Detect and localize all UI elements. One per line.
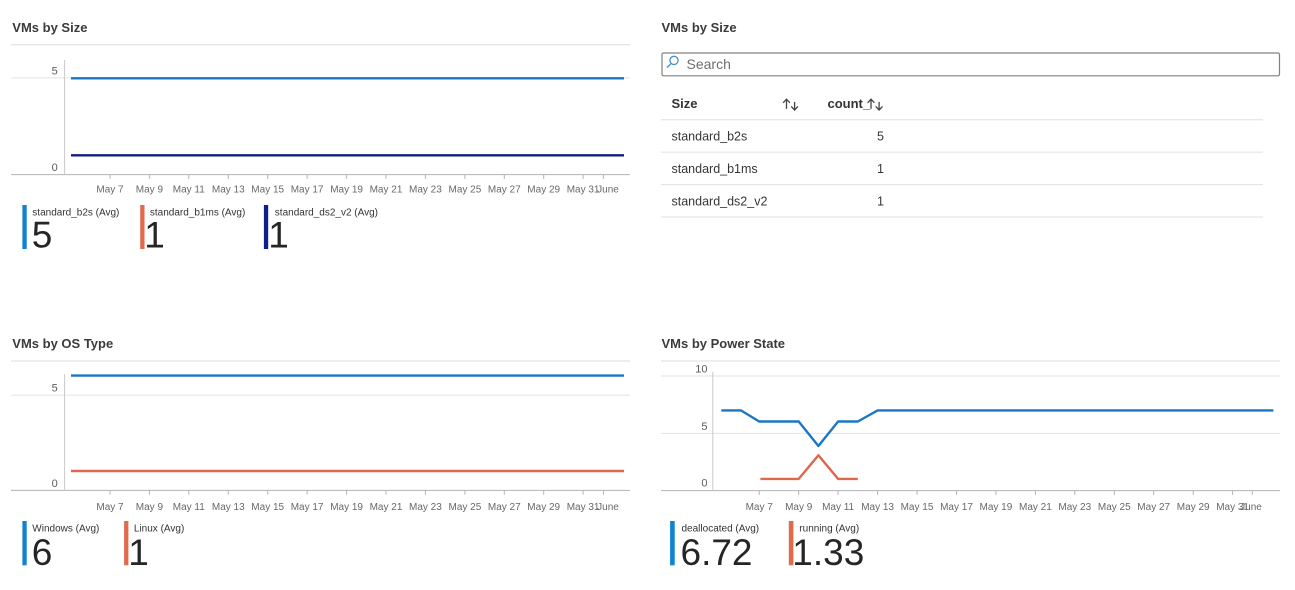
- svg-text:May 29: May 29: [527, 184, 560, 195]
- svg-text:1: 1: [128, 532, 149, 573]
- svg-text:0: 0: [52, 478, 58, 490]
- svg-text:5: 5: [52, 66, 58, 78]
- svg-text:May 31: May 31: [567, 502, 600, 513]
- svg-text:May 31: May 31: [1216, 502, 1249, 513]
- svg-text:May 11: May 11: [822, 502, 854, 513]
- svg-text:5: 5: [877, 129, 884, 143]
- svg-text:May 17: May 17: [291, 184, 324, 195]
- svg-text:May 21: May 21: [370, 502, 403, 513]
- svg-text:1: 1: [877, 162, 884, 176]
- svg-text:May 19: May 19: [330, 184, 363, 195]
- svg-text:May 25: May 25: [1098, 502, 1131, 513]
- svg-text:May 9: May 9: [785, 502, 813, 513]
- svg-text:standard_ds2_v2: standard_ds2_v2: [672, 194, 768, 208]
- svg-text:May 7: May 7: [746, 502, 774, 513]
- svg-text:May 15: May 15: [251, 502, 284, 513]
- svg-text:count_: count_: [828, 96, 871, 111]
- svg-text:May 25: May 25: [449, 184, 482, 195]
- svg-text:Search: Search: [687, 56, 731, 72]
- svg-text:June: June: [1240, 502, 1262, 513]
- svg-text:running (Avg): running (Avg): [799, 523, 859, 534]
- svg-text:6: 6: [32, 532, 53, 573]
- svg-text:May 11: May 11: [173, 184, 205, 195]
- svg-text:1: 1: [144, 214, 165, 255]
- svg-text:May 25: May 25: [449, 502, 482, 513]
- svg-text:May 9: May 9: [136, 184, 164, 195]
- svg-text:May 29: May 29: [527, 502, 560, 513]
- svg-text:VMs by Size: VMs by Size: [12, 20, 87, 35]
- svg-text:May 27: May 27: [488, 184, 521, 195]
- svg-text:1: 1: [268, 214, 289, 255]
- svg-text:May 17: May 17: [291, 502, 324, 513]
- svg-text:May 19: May 19: [330, 502, 363, 513]
- svg-text:0: 0: [52, 162, 58, 174]
- svg-text:May 13: May 13: [861, 502, 894, 513]
- svg-text:0: 0: [701, 478, 707, 490]
- svg-text:standard_ds2_v2 (Avg): standard_ds2_v2 (Avg): [275, 207, 378, 218]
- svg-text:5: 5: [52, 382, 58, 394]
- svg-text:May 21: May 21: [370, 184, 403, 195]
- svg-text:June: June: [597, 502, 619, 513]
- svg-text:May 23: May 23: [409, 184, 442, 195]
- svg-text:May 23: May 23: [1058, 502, 1091, 513]
- svg-text:May 27: May 27: [488, 502, 521, 513]
- svg-text:deallocated (Avg): deallocated (Avg): [682, 523, 760, 534]
- svg-text:May 9: May 9: [136, 502, 164, 513]
- svg-text:Linux (Avg): Linux (Avg): [134, 523, 184, 534]
- svg-text:May 13: May 13: [212, 184, 245, 195]
- svg-text:standard_b2s: standard_b2s: [672, 129, 748, 143]
- svg-text:May 15: May 15: [251, 184, 284, 195]
- svg-text:standard_b1ms: standard_b1ms: [672, 162, 758, 176]
- svg-text:6.72: 6.72: [681, 532, 753, 573]
- svg-text:VMs by Power State: VMs by Power State: [662, 336, 786, 351]
- svg-text:VMs by Size: VMs by Size: [662, 20, 737, 35]
- svg-text:May 17: May 17: [940, 502, 973, 513]
- svg-text:May 29: May 29: [1177, 502, 1210, 513]
- svg-text:5: 5: [701, 421, 707, 433]
- svg-text:May 7: May 7: [96, 502, 124, 513]
- svg-text:May 19: May 19: [980, 502, 1013, 513]
- svg-text:May 31: May 31: [567, 184, 600, 195]
- svg-text:1: 1: [877, 194, 884, 208]
- svg-text:May 13: May 13: [212, 502, 245, 513]
- svg-text:May 27: May 27: [1137, 502, 1170, 513]
- svg-text:5: 5: [32, 214, 53, 255]
- svg-text:May 7: May 7: [96, 184, 124, 195]
- svg-text:May 11: May 11: [173, 502, 205, 513]
- svg-text:June: June: [597, 184, 619, 195]
- svg-text:standard_b1ms (Avg): standard_b1ms (Avg): [150, 207, 245, 218]
- svg-text:May 21: May 21: [1019, 502, 1052, 513]
- svg-text:1.33: 1.33: [792, 532, 864, 573]
- svg-text:VMs by OS Type: VMs by OS Type: [12, 336, 113, 351]
- svg-text:standard_b2s (Avg): standard_b2s (Avg): [32, 207, 119, 218]
- svg-text:Size: Size: [672, 96, 698, 111]
- svg-text:May 15: May 15: [901, 502, 934, 513]
- svg-text:Windows (Avg): Windows (Avg): [32, 523, 99, 534]
- svg-text:10: 10: [695, 364, 707, 376]
- svg-text:May 23: May 23: [409, 502, 442, 513]
